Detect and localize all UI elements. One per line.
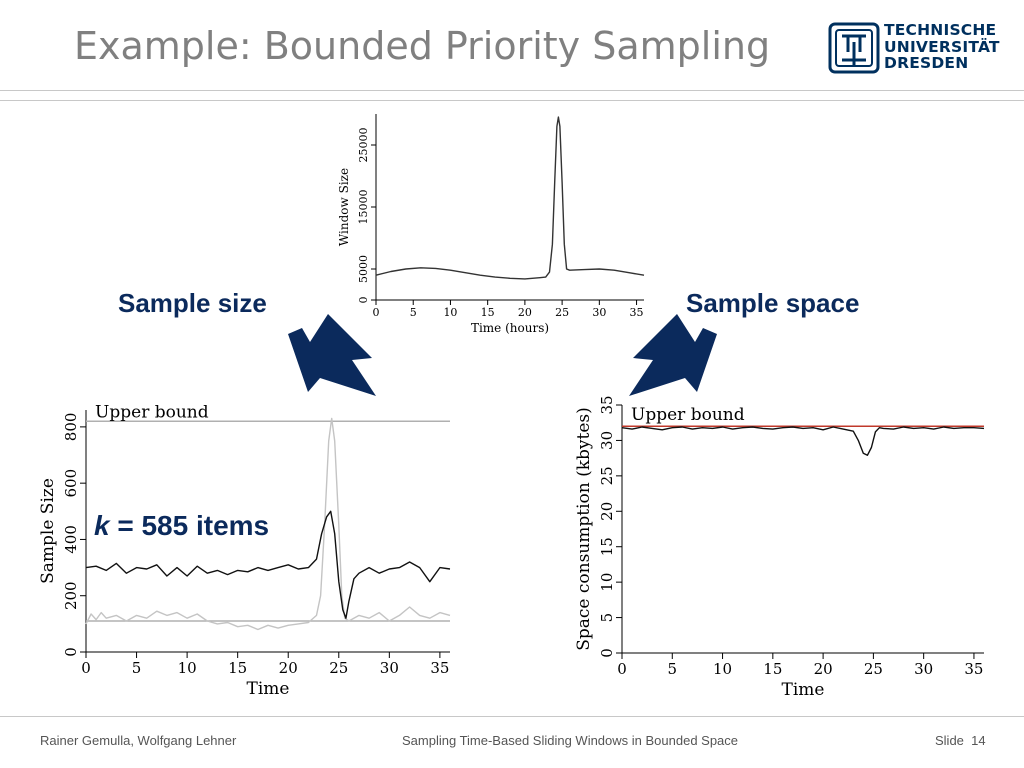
logo-line-3: DRESDEN: [884, 54, 969, 72]
series-line: [85, 510, 451, 619]
y-tick-label: 5000: [357, 255, 370, 283]
footer-divider: [0, 716, 1024, 717]
x-tick-label: 20: [518, 306, 532, 319]
series-line: [621, 426, 985, 456]
series-line: [375, 116, 645, 280]
x-tick-label: 35: [964, 660, 983, 678]
y-tick-label: 600: [62, 469, 80, 498]
x-tick-label: 20: [814, 660, 833, 678]
upper-bound-annotation: Upper bound: [631, 405, 745, 425]
y-tick-label: 10: [598, 573, 616, 592]
x-tick-label: 25: [329, 659, 348, 677]
x-axis-label: Time: [247, 679, 290, 699]
series-line: [85, 417, 451, 631]
tu-dresden-logo: TECHNISCHE UNIVERSITÄT DRESDEN: [828, 22, 1000, 76]
slide-title: Example: Bounded Priority Sampling: [74, 24, 771, 68]
x-tick-label: 5: [132, 659, 142, 677]
k-value-text: = 585 items: [109, 510, 270, 541]
y-axis-label: Space consumption (kbytes): [574, 407, 594, 651]
y-tick-label: 200: [62, 581, 80, 610]
footer-authors: Rainer Gemulla, Wolfgang Lehner: [40, 733, 237, 748]
x-tick-label: 30: [592, 306, 606, 319]
y-tick-label: 15000: [357, 190, 370, 225]
y-tick-label: 25000: [357, 128, 370, 163]
y-tick-label: 0: [598, 648, 616, 658]
header-divider-secondary: [0, 100, 1024, 101]
y-tick-label: 25: [598, 466, 616, 485]
y-tick-label: 30: [598, 431, 616, 450]
header-divider: [0, 90, 1024, 91]
footer-slide-value: 14: [971, 733, 986, 748]
x-tick-label: 20: [279, 659, 298, 677]
x-axis-label: Time: [782, 680, 825, 700]
sample-size-chart: 0 5 10 15 20 25 30 35 0 200 400 600 800 Time Sample Si…: [38, 402, 451, 699]
y-tick-label: 15: [598, 537, 616, 556]
y-tick-label: 5: [598, 613, 616, 623]
x-tick-label: 5: [410, 306, 417, 319]
sample-space-label: Sample space: [686, 288, 860, 318]
tu-dresden-emblem-icon: [828, 22, 880, 74]
x-tick-label: 10: [443, 306, 457, 319]
arrow-right-icon: [629, 314, 717, 396]
y-tick-label: 0: [62, 647, 80, 657]
window-size-chart: 0 5 10 15 20 25 30 35 0 5000 15000 25000 Time (hours…: [337, 114, 645, 335]
x-tick-label: 30: [380, 659, 399, 677]
x-tick-label: 10: [178, 659, 197, 677]
x-tick-label: 15: [481, 306, 495, 319]
y-tick-label: 0: [357, 297, 370, 304]
logo-line-2: UNIVERSITÄT: [884, 37, 1000, 56]
y-axis-label: Sample Size: [38, 478, 58, 584]
y-tick-label: 20: [598, 502, 616, 521]
y-tick-label: 400: [62, 525, 80, 554]
y-axis-label: Window Size: [337, 168, 351, 246]
y-tick-label: 35: [598, 395, 616, 414]
footer-talk-title: Sampling Time-Based Sliding Windows in B…: [402, 733, 739, 748]
footer-slide-number: Slide 14: [935, 733, 986, 748]
arrow-left-icon: [288, 314, 376, 396]
sample-size-label: Sample size: [118, 288, 267, 318]
x-tick-label: 35: [630, 306, 644, 319]
footer-slide-label: Slide: [935, 733, 964, 748]
x-axis-label: Time (hours): [471, 321, 549, 335]
x-tick-label: 0: [617, 660, 627, 678]
space-consumption-chart: 0 5 10 15 20 25 30 35 0 5 10 15 20 25 30 35 Time Space co…: [574, 395, 985, 700]
upper-bound-annotation: Upper bound: [95, 402, 209, 422]
x-tick-label: 5: [668, 660, 678, 678]
x-tick-label: 0: [81, 659, 91, 677]
x-tick-label: 15: [228, 659, 247, 677]
x-tick-label: 25: [864, 660, 883, 678]
x-tick-label: 10: [713, 660, 732, 678]
x-tick-label: 25: [555, 306, 569, 319]
x-tick-label: 0: [373, 306, 380, 319]
logo-wordmark: TECHNISCHE UNIVERSITÄT DRESDEN: [884, 22, 1000, 72]
y-tick-label: 800: [62, 413, 80, 442]
x-tick-label: 15: [763, 660, 782, 678]
k-value-label: k = 585 items: [94, 510, 269, 542]
x-tick-label: 35: [430, 659, 449, 677]
logo-line-1: TECHNISCHE: [884, 21, 997, 39]
x-tick-label: 30: [914, 660, 933, 678]
k-symbol: k: [94, 510, 110, 541]
